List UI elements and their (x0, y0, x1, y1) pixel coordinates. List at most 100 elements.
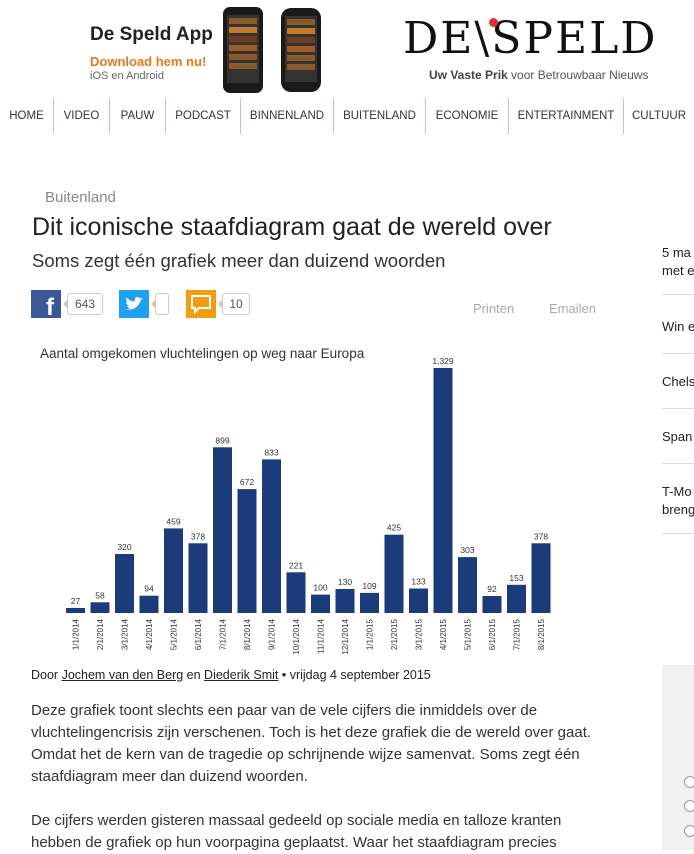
app-promo-banner[interactable]: De Speld App Download hem nu! iOS en And… (90, 7, 335, 95)
tagline: Uw Vaste Prik voor Betrouwbaar Nieuws (429, 68, 648, 82)
app-download-link[interactable]: Download hem nu! (90, 54, 207, 69)
chart-bar (188, 543, 208, 613)
facebook-share-button[interactable]: f (31, 290, 61, 321)
poll-radio-option[interactable] (684, 776, 694, 788)
nav-economie[interactable]: ECONOMIE (426, 98, 509, 134)
chart-tick-label: 5/1/2014 (170, 618, 179, 650)
poll-radio-option[interactable] (684, 825, 694, 837)
chart-bar (66, 608, 85, 613)
author-link-1[interactable]: Jochem van den Berg (61, 668, 184, 682)
chart-data-label: 378 (534, 531, 548, 541)
chart-data-label: 833 (264, 447, 278, 457)
chart-bar (507, 584, 526, 613)
chart-bar (237, 489, 257, 613)
poll-radio-option[interactable] (684, 800, 694, 812)
comment-bubble-icon (191, 295, 211, 315)
chart-data-label: 58 (95, 590, 105, 600)
email-link[interactable]: Emailen (549, 301, 596, 316)
chart-data-label: 92 (487, 584, 497, 594)
phone-image-left (223, 7, 263, 93)
article-date: • vrijdag 4 september 2015 (278, 668, 431, 682)
chart-bar (409, 588, 428, 613)
chart-tick-label: 11/1/2014 (317, 618, 326, 654)
chart-bar (164, 528, 183, 613)
phone-image-right (281, 8, 321, 92)
chart-data-label: 94 (144, 584, 154, 594)
chart-data-label: 320 (117, 542, 131, 552)
chart-tick-label: 4/1/2014 (145, 618, 154, 650)
main-navigation: HOME VIDEO PAUW PODCAST BINNENLAND BUITE… (0, 98, 694, 134)
chart-data-label: 378 (191, 531, 205, 541)
chart-data-label: 1,329 (432, 356, 454, 366)
article-paragraph: Deze grafiek toont slechts een paar van … (31, 702, 592, 785)
chart-data-label: 109 (362, 581, 376, 591)
tagline-bold: Uw Vaste Prik (429, 68, 508, 82)
chart-bar (531, 543, 551, 613)
chart-bar (213, 447, 232, 613)
bar-chart: Aantal omgekomen vluchtelingen op weg na… (40, 346, 551, 655)
chart-tick-label: 1/1/2014 (72, 618, 81, 650)
nav-cultuur[interactable]: CULTUUR (631, 110, 687, 122)
chart-bar (458, 557, 477, 613)
chart-bar (139, 595, 159, 613)
comments-count: 10 (218, 293, 250, 315)
nav-podcast[interactable]: PODCAST (166, 98, 241, 134)
site-logo[interactable]: DE\SPELD Uw Vaste Prik voor Betrouwbaar … (403, 13, 683, 83)
sidebar-divider (662, 353, 694, 354)
chart-tick-label: 6/1/2015 (488, 618, 497, 650)
sidebar-teaser-link[interactable]: 5 ma met e (662, 245, 694, 278)
article-subheadline: Soms zegt één grafiek meer dan duizend w… (32, 250, 446, 271)
sidebar-teaser-link[interactable]: Chels (662, 374, 694, 389)
print-link[interactable]: Printen (473, 301, 515, 316)
sidebar-teaser-link[interactable]: T-Mo breng (662, 484, 694, 517)
article-paragraph: De cijfers werden gisteren massaal gedee… (31, 812, 562, 851)
article-category[interactable]: Buitenland (45, 189, 116, 206)
chart-data-label: 672 (240, 477, 254, 487)
chart-data-label: 303 (460, 545, 474, 555)
chart-data-label: 153 (509, 573, 523, 583)
chart-bar (90, 602, 110, 613)
app-platforms: iOS en Android (90, 70, 164, 82)
nav-entertainment[interactable]: ENTERTAINMENT (509, 98, 624, 134)
chart-bar (433, 368, 453, 613)
chart-bar (360, 592, 379, 613)
chart-tick-label: 12/1/2014 (341, 618, 350, 654)
chart-data-label: 100 (313, 583, 327, 593)
chart-bar (384, 534, 404, 613)
nav-buitenland[interactable]: BUITENLAND (334, 98, 426, 134)
chart-tick-label: 6/1/2014 (194, 618, 203, 650)
chart-tick-label: 10/1/2014 (292, 618, 301, 654)
nav-home[interactable]: HOME (0, 98, 54, 134)
chart-tick-label: 1/1/2015 (366, 618, 375, 650)
twitter-share-button[interactable] (119, 290, 149, 318)
sidebar-teaser-link[interactable]: Win e (662, 319, 694, 334)
sidebar-divider (662, 533, 694, 534)
chart-bar (482, 596, 502, 613)
nav-video[interactable]: VIDEO (54, 98, 110, 134)
twitter-bird-icon (125, 297, 143, 310)
chart-title: Aantal omgekomen vluchtelingen op weg na… (40, 346, 365, 361)
chart-data-label: 130 (338, 577, 352, 587)
sidebar-teaser-link[interactable]: Span (662, 429, 693, 444)
nav-binnenland[interactable]: BINNENLAND (241, 98, 334, 134)
logo-wordmark: DE\SPELD (403, 13, 658, 64)
nav-pauw[interactable]: PAUW (110, 98, 166, 134)
chart-tick-label: 5/1/2015 (464, 618, 473, 650)
chart-bar (311, 594, 330, 613)
comments-button[interactable] (186, 290, 216, 318)
chart-bar (262, 459, 281, 613)
chart-tick-label: 8/1/2014 (243, 618, 252, 650)
chart-tick-label: 8/1/2015 (537, 618, 546, 650)
sidebar-divider (662, 408, 694, 409)
chart-bar (286, 572, 306, 613)
chart-tick-label: 3/1/2014 (121, 618, 130, 650)
twitter-share-count (151, 293, 169, 315)
chart-tick-label: 7/1/2014 (219, 618, 228, 650)
sidebar-poll-box (662, 665, 694, 850)
author-link-2[interactable]: Diederik Smit (204, 668, 279, 682)
chart-tick-label: 7/1/2015 (513, 618, 522, 650)
facebook-share-count: 643 (63, 293, 103, 315)
tagline-rest: voor Betrouwbaar Nieuws (507, 68, 649, 82)
chart-tick-label: 9/1/2014 (268, 618, 277, 650)
chart-tick-label: 2/1/2014 (96, 618, 105, 650)
